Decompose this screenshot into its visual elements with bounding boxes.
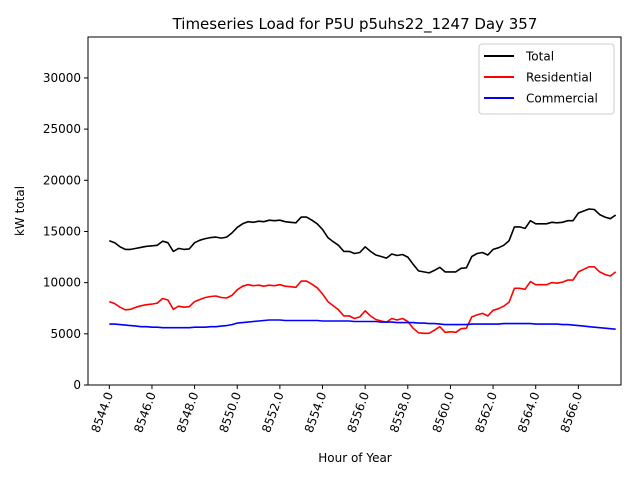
series-line-total: [109, 208, 617, 274]
chart-title: Timeseries Load for P5U p5uhs22_1247 Day…: [172, 15, 538, 34]
plot-lines: [109, 208, 617, 335]
legend-label-commercial: Commercial: [526, 92, 598, 106]
series-line-commercial: [109, 319, 616, 330]
y-tick-label: 5000: [50, 327, 81, 341]
y-tick-label: 0: [73, 378, 81, 392]
y-tick-label: 15000: [43, 224, 81, 238]
y-tick-label: 20000: [43, 173, 81, 187]
y-axis-label: kW total: [13, 186, 27, 236]
series-line-residential: [109, 265, 617, 335]
x-axis-label: Hour of Year: [318, 451, 392, 465]
plot-frame: [87, 36, 622, 386]
legend-label-residential: Residential: [526, 71, 592, 85]
legend-box: [478, 43, 615, 115]
legend-label-total: Total: [525, 50, 554, 64]
legend: Total Residential Commercial: [478, 43, 615, 115]
y-tick-label: 30000: [43, 71, 81, 85]
y-tick-label: 10000: [43, 276, 81, 290]
y-axis: 0 5000 10000 15000 20000 25000 30000: [43, 71, 88, 392]
y-tick-label: 25000: [43, 122, 81, 136]
